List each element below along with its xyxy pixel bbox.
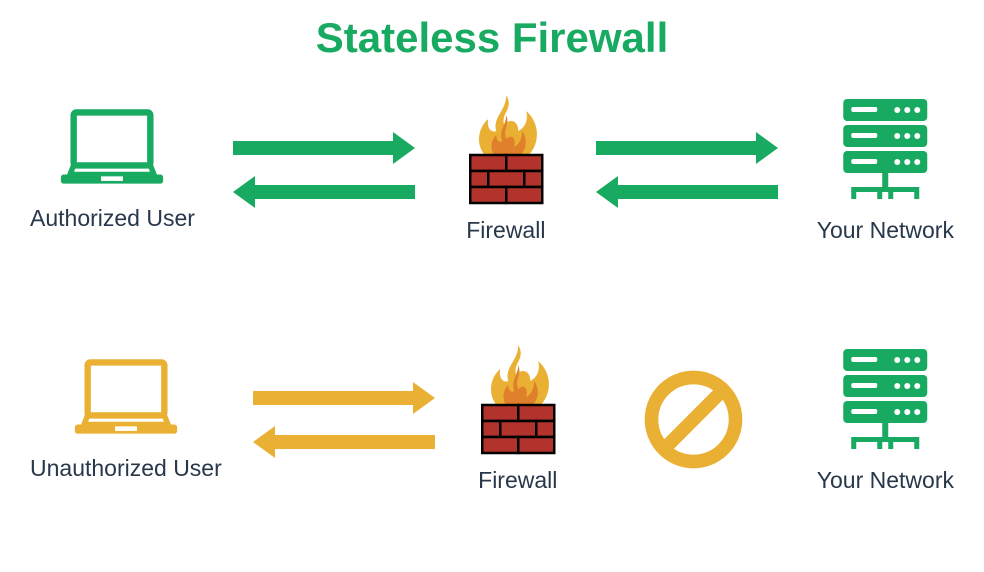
scenario-row-authorized: Authorized User Firewall xyxy=(0,95,984,244)
user-label: Unauthorized User xyxy=(30,455,222,482)
firewall-label: Firewall xyxy=(466,217,545,244)
diagram-title: Stateless Firewall xyxy=(0,0,984,62)
block-icon xyxy=(641,367,746,472)
arrow-pair xyxy=(253,382,435,458)
network-cell: Your Network xyxy=(817,95,954,244)
server-icon xyxy=(833,95,938,205)
firewall-label: Firewall xyxy=(478,467,557,494)
laptop-icon xyxy=(71,357,181,443)
arrow-left-icon xyxy=(253,426,435,458)
network-label: Your Network xyxy=(817,217,954,244)
firewall-icon xyxy=(454,95,559,205)
network-label: Your Network xyxy=(817,467,954,494)
arrow-pair xyxy=(596,132,778,208)
arrow-pair xyxy=(233,132,415,208)
arrow-right-icon xyxy=(253,382,435,414)
blocked-segment xyxy=(601,367,786,472)
arrow-left-icon xyxy=(233,176,415,208)
laptop-icon xyxy=(57,107,167,193)
user-cell: Unauthorized User xyxy=(30,357,222,482)
user-label: Authorized User xyxy=(30,205,195,232)
scenario-row-unauthorized: Unauthorized User Firewall xyxy=(0,345,984,494)
firewall-icon xyxy=(466,345,571,455)
server-icon xyxy=(833,345,938,455)
user-cell: Authorized User xyxy=(30,107,195,232)
arrow-right-icon xyxy=(233,132,415,164)
network-cell: Your Network xyxy=(817,345,954,494)
arrow-right-icon xyxy=(596,132,778,164)
firewall-cell: Firewall xyxy=(454,95,559,244)
arrow-left-icon xyxy=(596,176,778,208)
firewall-cell: Firewall xyxy=(466,345,571,494)
